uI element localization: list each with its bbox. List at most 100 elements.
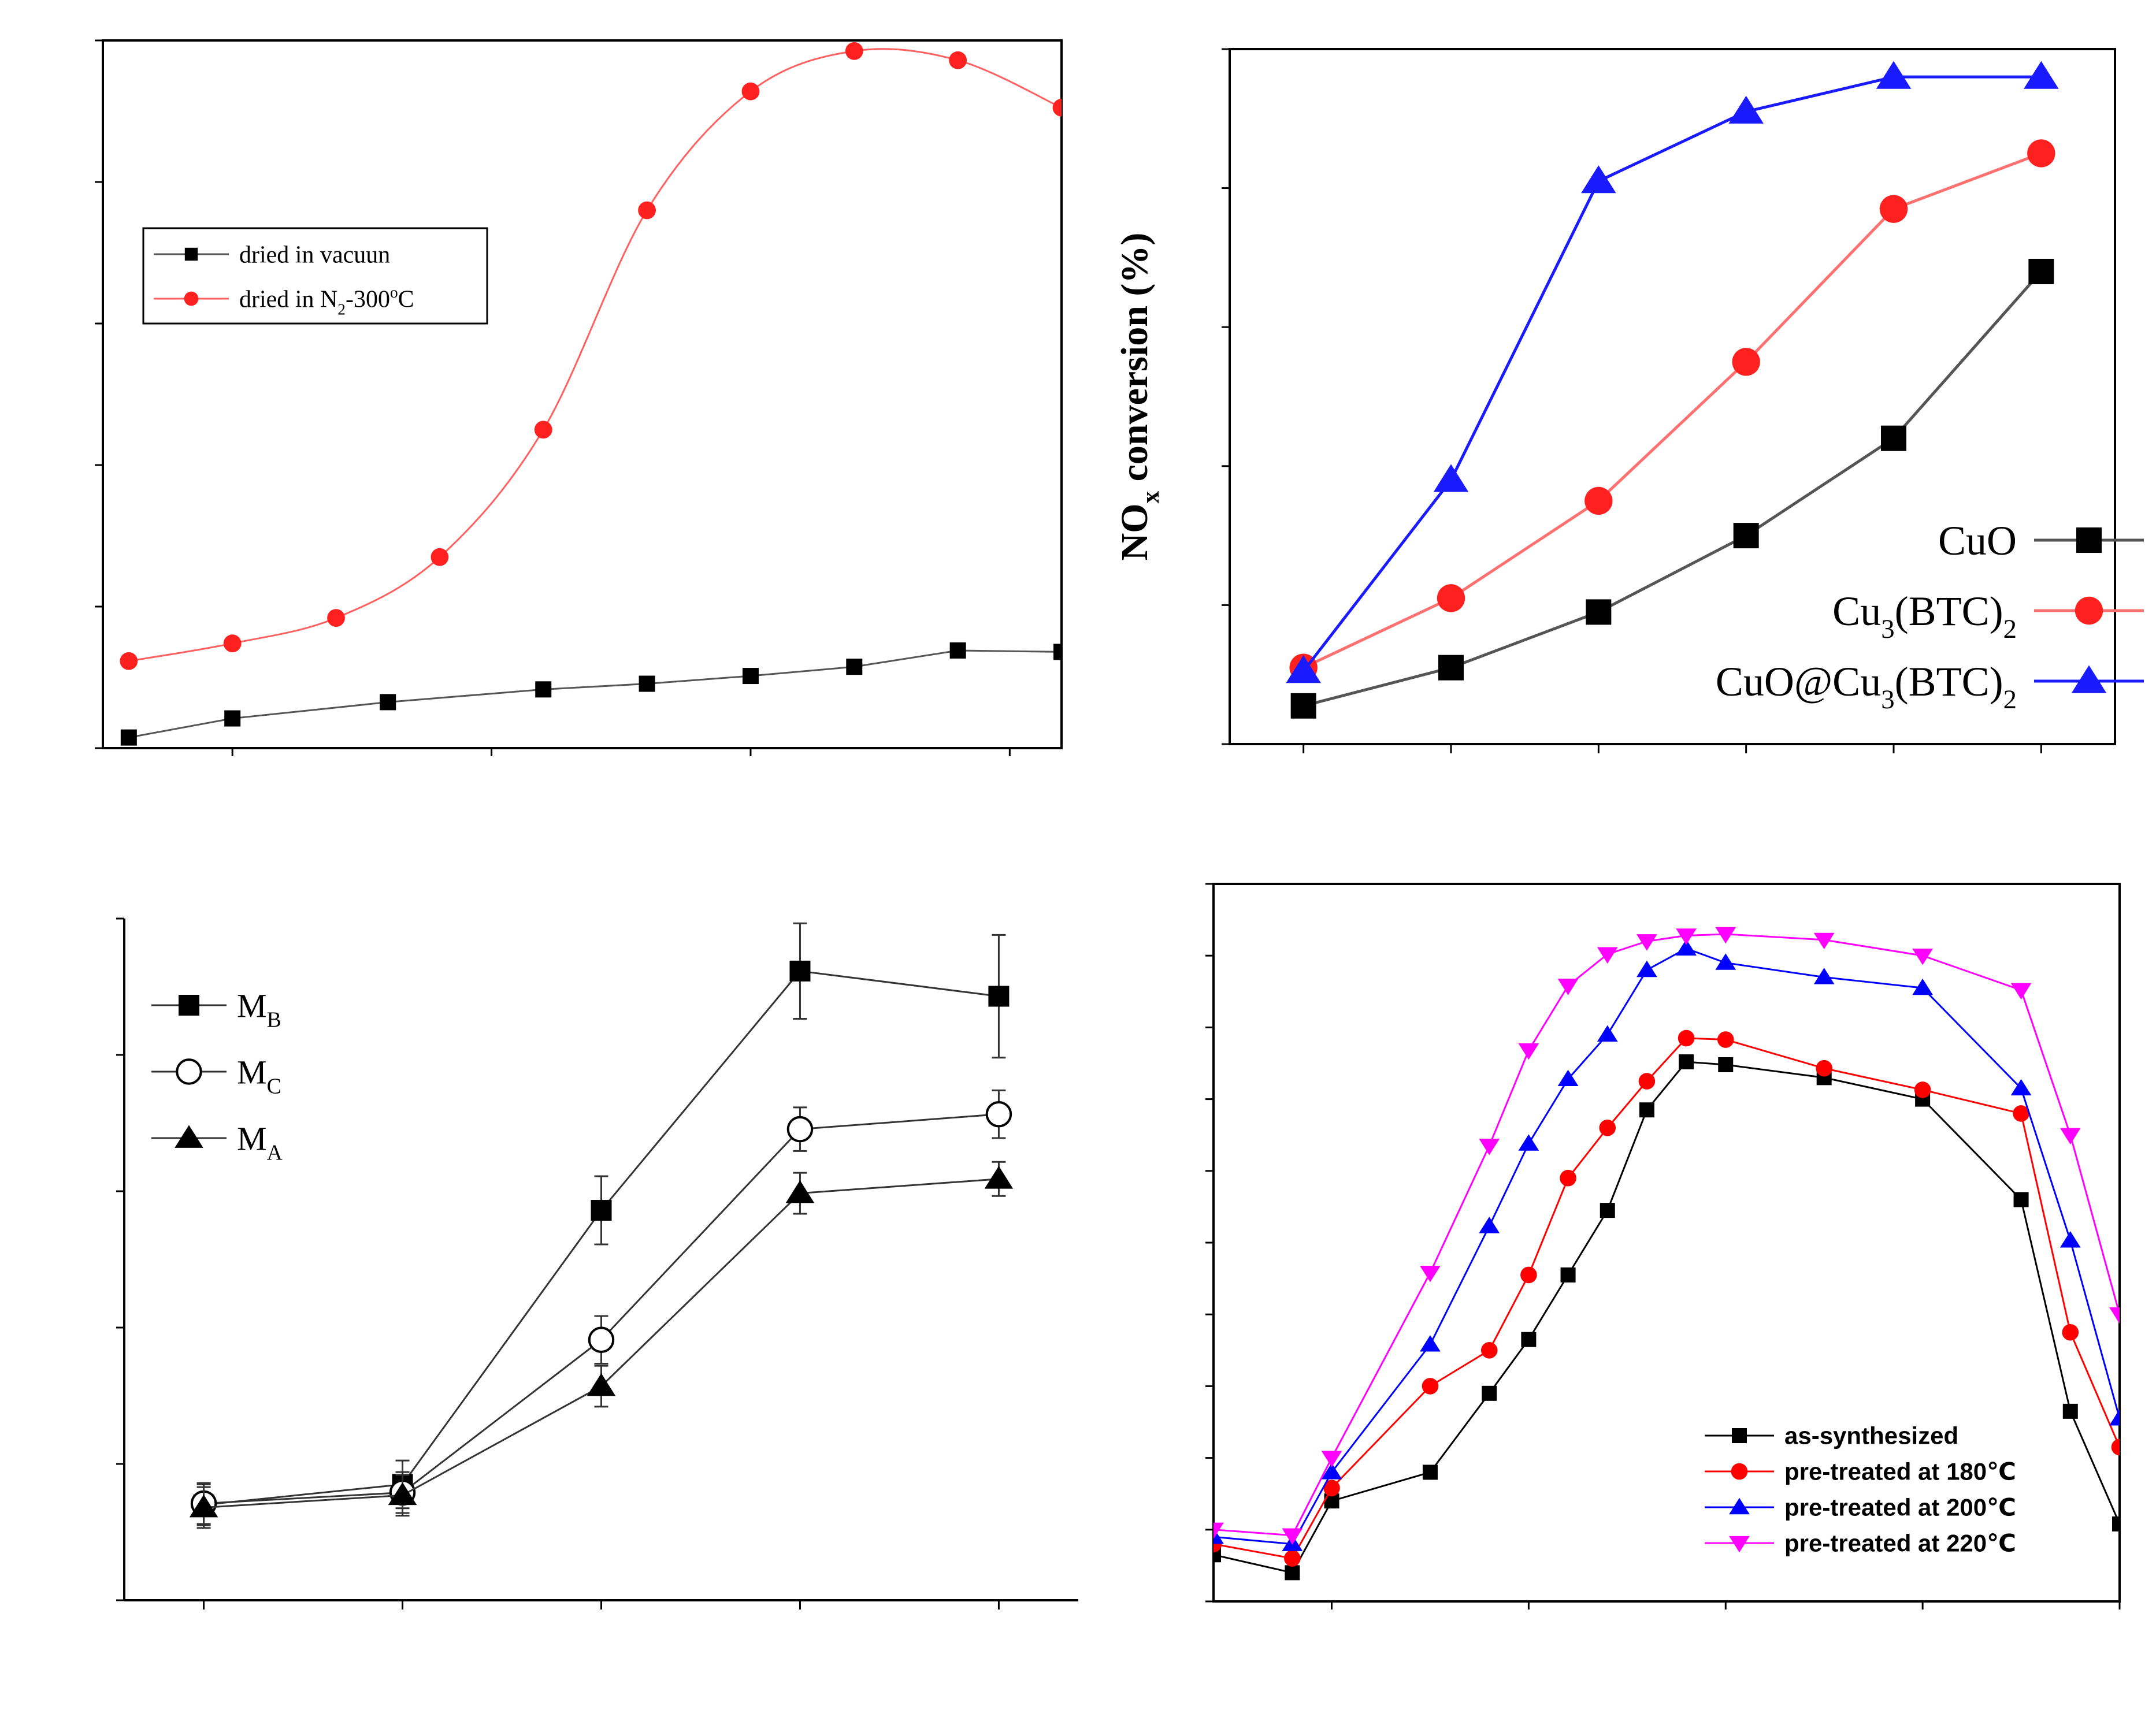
data-point <box>388 1482 417 1506</box>
data-point <box>1285 1565 1300 1581</box>
legend-label: as-synthesized <box>1784 1422 1958 1449</box>
data-point <box>1482 1385 1497 1401</box>
data-point <box>1881 425 1906 451</box>
data-point <box>1518 1134 1539 1151</box>
series-line <box>1303 270 2043 708</box>
chart-panel-a: dried in vacuun dried in N2​-300o​C <box>95 39 1063 756</box>
data-point <box>1676 928 1697 945</box>
data-point <box>2111 1438 2120 1456</box>
data-point <box>1638 1073 1656 1090</box>
data-point <box>1733 523 1759 549</box>
data-point <box>1518 1043 1539 1060</box>
data-point <box>2112 1516 2120 1532</box>
data-point <box>1813 932 1835 950</box>
series-0 <box>193 922 1010 1526</box>
data-point <box>1597 1025 1618 1042</box>
data-point <box>2010 983 2032 1000</box>
data-point <box>1321 1451 1342 1467</box>
plot-frame <box>1229 48 2116 745</box>
data-point <box>1678 1029 1695 1047</box>
series-1 <box>190 1089 1012 1525</box>
series-line <box>1214 933 2120 1537</box>
series-line <box>1302 152 2042 669</box>
y-axis-label: NOx​ conversion (%) <box>1114 233 1164 561</box>
data-point <box>380 694 396 711</box>
data-point <box>1914 1081 1931 1098</box>
data-point <box>1876 61 1912 89</box>
data-point <box>2024 61 2059 89</box>
data-point <box>2013 1192 2029 1207</box>
data-point <box>2109 1409 2120 1426</box>
data-point <box>1521 1332 1537 1347</box>
data-point <box>789 960 811 982</box>
data-point <box>1728 95 1764 124</box>
legend-marker <box>1731 1463 1748 1480</box>
chart-panel-c: MB​ MC​ MA​ <box>116 917 1078 1610</box>
data-point <box>431 548 449 566</box>
series-0 <box>1290 258 2054 719</box>
data-point <box>1422 1464 1438 1480</box>
legend-marker <box>175 1125 203 1148</box>
series-line <box>1214 1037 2120 1560</box>
data-point <box>189 1495 218 1518</box>
legend-label: Cu3​(BTC)2​ <box>1832 588 2017 644</box>
series-line <box>1214 1061 2120 1574</box>
data-point <box>1816 1060 1832 1077</box>
legend: as-synthesized pre-treated at 180℃ pre-tre… <box>1705 1422 2016 1557</box>
data-point <box>1052 98 1062 117</box>
legend-label: MB​ <box>237 987 281 1032</box>
data-point <box>1679 1054 1694 1070</box>
series-line <box>128 649 1062 739</box>
data-point <box>1053 644 1062 660</box>
data-point <box>223 634 242 653</box>
data-point <box>1912 978 1934 995</box>
legend-label: MA​ <box>237 1120 283 1165</box>
data-point <box>1597 947 1618 964</box>
series-layer <box>120 42 1062 746</box>
data-point <box>1214 1522 1224 1540</box>
data-point <box>741 82 760 101</box>
data-point <box>2062 1324 2079 1341</box>
data-point <box>742 668 759 685</box>
data-point <box>535 681 552 698</box>
series-line <box>128 48 1062 662</box>
legend-label: dried in N2​-300o​C <box>239 284 414 318</box>
data-point <box>988 986 1010 1007</box>
data-point <box>1637 960 1657 977</box>
chart-panel-d: as-synthesized pre-treated at 180℃ pre-tre… <box>1205 883 2121 1610</box>
data-point <box>1912 949 1934 965</box>
series-1 <box>120 42 1062 670</box>
legend-marker <box>184 247 198 261</box>
data-point <box>120 729 137 746</box>
data-point <box>1479 1139 1500 1155</box>
series-3 <box>1214 927 2120 1545</box>
legend-marker <box>1732 1428 1747 1443</box>
data-point <box>1420 1265 1441 1283</box>
data-point <box>1560 1267 1576 1283</box>
data-point <box>2059 1128 2081 1144</box>
legend-marker <box>2071 665 2107 693</box>
legend-label: pre-treated at 180℃ <box>1784 1458 2016 1485</box>
data-point <box>534 421 552 439</box>
series-0 <box>120 642 1062 746</box>
series-1 <box>1214 1029 2120 1567</box>
legend-marker <box>179 995 199 1016</box>
legend-label: pre-treated at 200℃ <box>1784 1494 2016 1521</box>
legend-marker <box>176 1058 202 1085</box>
data-point <box>1480 1342 1498 1359</box>
data-point <box>1422 1378 1439 1395</box>
data-point <box>1438 655 1464 681</box>
data-point <box>1560 1169 1576 1187</box>
data-point <box>1813 968 1835 984</box>
legend-marker <box>2076 527 2102 553</box>
data-point <box>1637 934 1657 951</box>
series-line <box>1302 75 2042 672</box>
series-layer <box>1286 61 2059 719</box>
data-point <box>785 1180 815 1203</box>
legend-label: dried in vacuun <box>239 242 390 269</box>
data-point <box>1284 1550 1301 1567</box>
data-point <box>1420 1335 1441 1352</box>
legend-label: pre-treated at 220℃ <box>1784 1530 2016 1557</box>
data-point <box>638 201 656 220</box>
